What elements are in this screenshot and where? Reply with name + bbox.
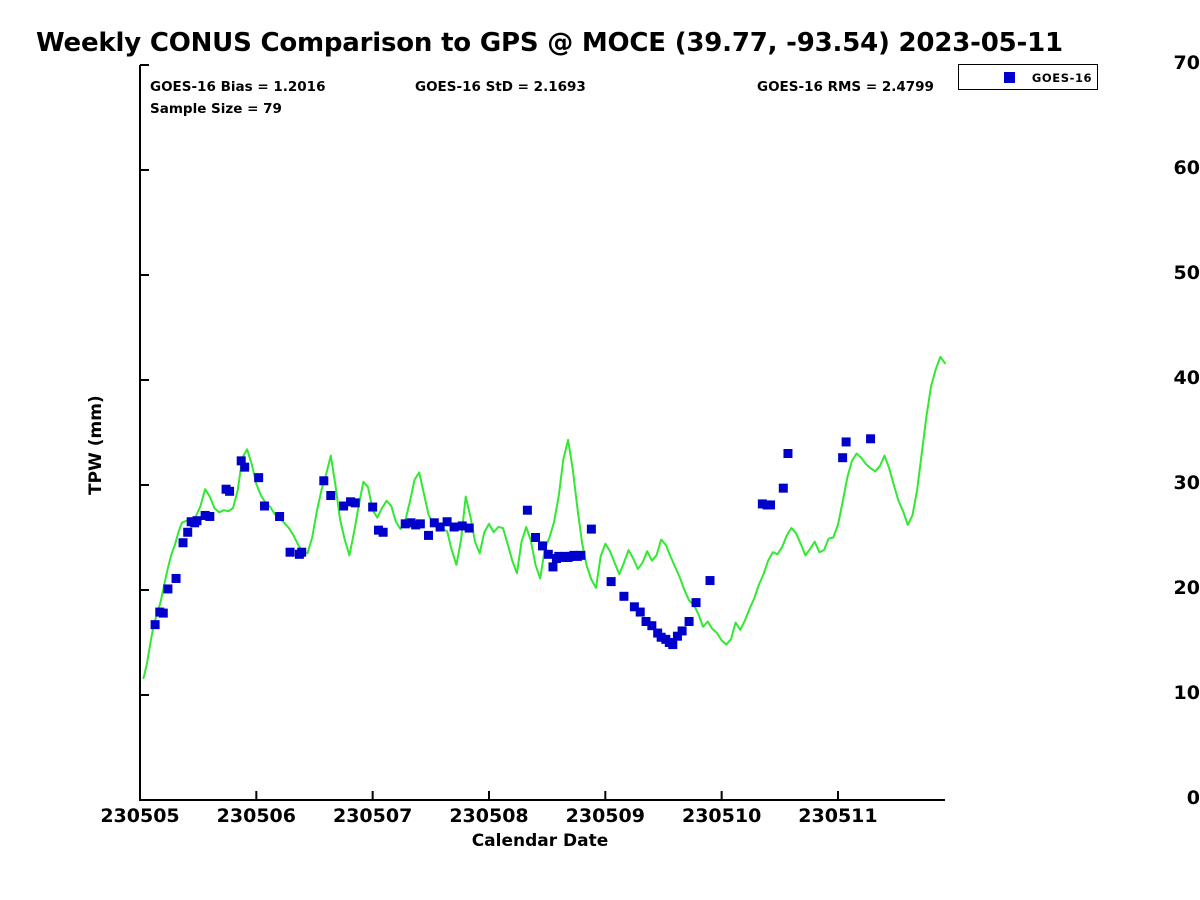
x-axis-tick-label: 230509 <box>565 805 645 827</box>
legend <box>958 64 1098 90</box>
data-point <box>606 577 616 587</box>
data-point <box>641 617 651 626</box>
data-point <box>163 584 173 594</box>
x-axis-tick-label: 230510 <box>681 805 762 827</box>
data-point <box>236 456 246 466</box>
data-point <box>158 608 168 618</box>
data-point <box>150 620 160 630</box>
x-axis-tick-label: 230505 <box>100 805 180 827</box>
data-point <box>285 547 295 557</box>
data-point <box>766 500 776 510</box>
data-point <box>464 523 474 533</box>
data-point <box>275 512 285 521</box>
data-point <box>368 502 378 512</box>
data-point <box>254 473 264 483</box>
data-point <box>326 491 336 500</box>
data-point <box>346 497 356 507</box>
data-point <box>259 501 269 511</box>
data-point <box>435 522 445 532</box>
data-point <box>677 626 687 636</box>
data-point <box>400 519 410 529</box>
annotation-sample-size: Sample Size = 79 <box>150 101 282 117</box>
data-point <box>586 524 596 534</box>
x-axis-tick-label: 230511 <box>798 805 878 827</box>
y-axis-tick-label: 70 <box>1173 52 1200 74</box>
y-axis-tick-label: 20 <box>1173 577 1200 599</box>
x-axis-label: Calendar Date <box>471 831 609 851</box>
data-point <box>378 527 388 537</box>
x-axis-tick-label: 230508 <box>449 805 529 827</box>
data-point <box>240 462 250 472</box>
data-point <box>192 516 202 526</box>
series-line-gps <box>142 355 946 680</box>
data-point <box>672 631 682 641</box>
data-point <box>841 437 851 447</box>
x-axis-tick-label: 230507 <box>332 805 413 827</box>
data-point <box>183 527 193 537</box>
annotation-rms: GOES-16 RMS = 2.4799 <box>757 79 934 95</box>
data-point <box>619 591 629 601</box>
data-point <box>538 541 547 551</box>
data-point <box>449 522 459 532</box>
data-point <box>548 562 558 572</box>
x-axis-tick-label: 230506 <box>216 805 296 827</box>
data-point <box>171 573 181 583</box>
data-point <box>778 483 788 493</box>
data-point <box>429 518 439 528</box>
data-point <box>200 510 210 520</box>
data-point <box>442 517 452 527</box>
y-axis-tick-label: 40 <box>1173 367 1200 389</box>
y-axis-tick-label: 30 <box>1173 472 1200 494</box>
data-point <box>531 533 541 542</box>
y-axis-tick-label: 50 <box>1173 262 1200 284</box>
y-axis-tick-label: 60 <box>1173 157 1200 179</box>
data-point <box>757 499 767 509</box>
page-title: Weekly CONUS Comparison to GPS @ MOCE (3… <box>36 28 1063 58</box>
data-point <box>647 621 657 631</box>
y-axis-tick-label: 10 <box>1173 682 1200 704</box>
data-point <box>319 476 329 486</box>
data-point <box>522 505 532 515</box>
legend-marker-goes16 <box>1004 72 1015 83</box>
data-point <box>629 602 639 612</box>
data-point <box>415 519 425 529</box>
data-point <box>866 434 876 444</box>
data-point <box>684 617 694 626</box>
data-point <box>350 498 360 508</box>
data-point <box>178 538 188 548</box>
data-point <box>339 501 349 511</box>
annotation-bias: GOES-16 Bias = 1.2016 <box>150 79 326 95</box>
series-scatter-goes16 <box>150 434 876 650</box>
data-point <box>656 632 666 642</box>
data-point <box>373 525 383 535</box>
data-point <box>205 512 215 521</box>
data-point <box>668 640 678 650</box>
data-point <box>705 576 715 586</box>
data-point <box>543 549 553 559</box>
data-point <box>457 521 467 531</box>
data-point <box>406 518 416 528</box>
annotation-std: GOES-16 StD = 2.1693 <box>415 79 586 95</box>
data-point <box>424 530 433 540</box>
axis-spines <box>139 65 945 801</box>
data-point <box>838 453 848 463</box>
y-axis-tick-label: 0 <box>1186 787 1200 809</box>
legend-label-goes16: GOES-16 <box>1031 71 1093 85</box>
data-point <box>635 607 645 617</box>
data-point <box>783 449 793 458</box>
data-point <box>297 547 307 557</box>
data-point <box>411 520 421 530</box>
data-point <box>576 550 586 560</box>
data-point <box>225 486 235 496</box>
data-point <box>691 598 701 608</box>
